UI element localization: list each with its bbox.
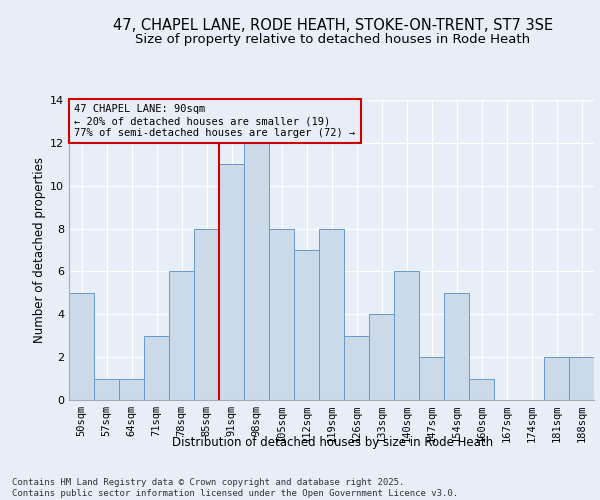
Bar <box>544 357 569 400</box>
Bar <box>344 336 369 400</box>
Bar <box>419 357 444 400</box>
Bar <box>569 357 594 400</box>
Bar <box>169 272 194 400</box>
Bar <box>219 164 244 400</box>
Bar <box>469 378 494 400</box>
Bar <box>144 336 169 400</box>
Text: Contains HM Land Registry data © Crown copyright and database right 2025.
Contai: Contains HM Land Registry data © Crown c… <box>12 478 458 498</box>
Bar <box>194 228 219 400</box>
Bar <box>319 228 344 400</box>
Text: Distribution of detached houses by size in Rode Heath: Distribution of detached houses by size … <box>172 436 494 449</box>
Bar <box>69 293 94 400</box>
Bar <box>394 272 419 400</box>
Bar <box>119 378 144 400</box>
Text: 47, CHAPEL LANE, RODE HEATH, STOKE-ON-TRENT, ST7 3SE: 47, CHAPEL LANE, RODE HEATH, STOKE-ON-TR… <box>113 18 553 32</box>
Text: Size of property relative to detached houses in Rode Heath: Size of property relative to detached ho… <box>136 32 530 46</box>
Bar <box>444 293 469 400</box>
Bar <box>369 314 394 400</box>
Bar <box>94 378 119 400</box>
Bar <box>294 250 319 400</box>
Bar <box>244 143 269 400</box>
Y-axis label: Number of detached properties: Number of detached properties <box>33 157 46 343</box>
Text: 47 CHAPEL LANE: 90sqm
← 20% of detached houses are smaller (19)
77% of semi-deta: 47 CHAPEL LANE: 90sqm ← 20% of detached … <box>74 104 355 138</box>
Bar <box>269 228 294 400</box>
